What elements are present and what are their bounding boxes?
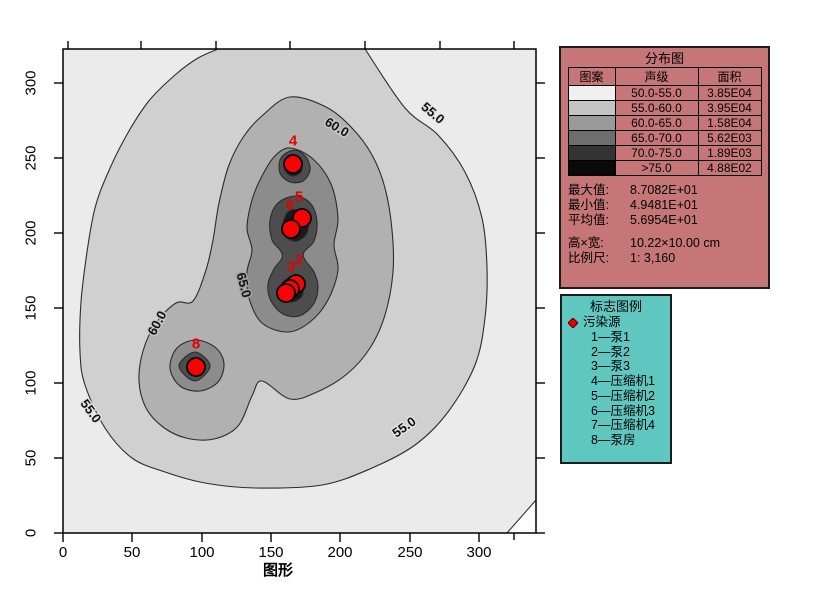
y-tick-label: 0 <box>23 529 40 537</box>
source-marker-6 <box>281 219 301 239</box>
sound-level-range: 65.0-70.0 <box>614 130 699 146</box>
source-number-label: 6 <box>286 197 294 214</box>
band-area: 4.88E02 <box>697 160 762 176</box>
legend-table-row: 60.0-65.0 1.58E04 <box>567 115 762 131</box>
source-number-label: 5 <box>295 189 303 206</box>
band-swatch <box>567 130 616 146</box>
source-number-label: 2 <box>295 252 303 269</box>
source-number-label: 4 <box>289 133 298 150</box>
stat-value: 1: 3,160 <box>630 251 676 265</box>
x-tick-label: 100 <box>189 544 214 561</box>
source-number-label: 3 <box>287 259 295 276</box>
pollution-source-group: 污染源 <box>562 315 670 330</box>
stat-row: 平均值: 5.6954E+01 <box>561 213 768 228</box>
y-tick-label: 200 <box>23 220 40 245</box>
stat-label: 最大值: <box>568 183 609 197</box>
x-tick-label: 300 <box>466 544 491 561</box>
column-header-sound-level: 声级 <box>614 67 699 86</box>
y-tick-label: 250 <box>23 145 40 170</box>
column-header-area: 面积 <box>697 67 762 86</box>
dimension-row: 比例尺: 1: 3,160 <box>561 251 768 266</box>
x-tick-label: 150 <box>258 544 283 561</box>
distribution-stats: 最大值: 8.7082E+01 最小值: 4.9481E+01 平均值: 5.6954E+… <box>561 183 768 228</box>
sound-level-range: 50.0-55.0 <box>614 85 699 101</box>
stat-row: 最小值: 4.9481E+01 <box>561 198 768 213</box>
x-axis-title: 图形 <box>263 561 293 579</box>
marker-legend-item: 2—泵2 <box>591 344 630 359</box>
legend-table-row: 65.0-70.0 5.62E03 <box>567 130 762 146</box>
stat-label: 平均值: <box>568 213 609 227</box>
band-swatch <box>567 100 616 116</box>
x-tick-label: 50 <box>124 544 141 561</box>
source-number-labels: 4 56 23 8 <box>192 133 303 353</box>
x-tick-labels: 0 50 100 150 200 250 300 <box>59 544 492 561</box>
sound-level-range: 55.0-60.0 <box>614 100 699 116</box>
stat-row: 最大值: 8.7082E+01 <box>561 183 768 198</box>
marker-legend-title: 标志图例 <box>589 299 642 314</box>
stat-label: 最小值: <box>568 198 609 212</box>
source-marker-4 <box>283 154 303 174</box>
band-area: 3.95E04 <box>697 100 762 116</box>
y-tick-label: 50 <box>23 450 40 467</box>
pollution-source-label: 污染源 <box>583 315 621 329</box>
diamond-icon <box>568 317 578 328</box>
band-area: 3.85E04 <box>697 85 762 101</box>
legend-table-row: 55.0-60.0 3.95E04 <box>567 100 762 116</box>
marker-legend-item: 7—压缩机4 <box>591 418 655 433</box>
source-markers <box>186 154 312 377</box>
stat-value: 4.9481E+01 <box>630 198 698 212</box>
y-tick-label: 150 <box>23 295 40 320</box>
band-swatch <box>567 160 616 176</box>
legend-table-row: 70.0-75.0 1.89E03 <box>567 145 762 161</box>
x-tick-label: 0 <box>59 544 67 561</box>
axis-ticks <box>54 41 545 542</box>
band-swatch <box>567 145 616 161</box>
axis-box <box>62 48 537 534</box>
contour-line-50 <box>506 499 536 533</box>
y-tick-label: 100 <box>23 370 40 395</box>
band-swatch <box>567 115 616 131</box>
band-area: 5.62E03 <box>697 130 762 146</box>
sound-level-range: 70.0-75.0 <box>614 145 699 161</box>
x-tick-label: 200 <box>327 544 352 561</box>
column-header-pattern: 图案 <box>567 67 616 86</box>
marker-legend-item: 8—泵房 <box>591 432 636 447</box>
band-area: 1.58E04 <box>697 115 762 131</box>
corner-cut-region <box>506 499 536 533</box>
source-number-label: 8 <box>192 336 200 353</box>
marker-legend-item: 3—泵3 <box>591 359 630 374</box>
sound-level-range: >75.0 <box>614 160 699 176</box>
sound-level-range: 60.0-65.0 <box>614 115 699 131</box>
distribution-legend-table: 图案 声级 面积 50.0-55.0 3.85E04 55.0-60.0 3.95E04 60… <box>567 67 762 176</box>
stat-value: 10.22×10.00 cm <box>630 236 720 250</box>
stat-value: 8.7082E+01 <box>630 183 698 197</box>
x-tick-label: 250 <box>397 544 422 561</box>
marker-legend-item: 4—压缩机1 <box>591 374 655 389</box>
source-marker-8 <box>186 357 206 377</box>
marker-legend-item: 1—泵1 <box>591 330 630 344</box>
marker-legend-item: 5—压缩机2 <box>591 388 655 403</box>
y-tick-labels: 0 50 100 150 200 250 300 <box>23 70 40 537</box>
stat-label: 比例尺: <box>568 251 609 265</box>
band-swatch <box>567 85 616 101</box>
legend-table-row: >75.0 4.88E02 <box>567 160 762 176</box>
marker-legend-panel: 标志图例 污染源 1—泵1 2—泵2 3—泵3 4—压缩机1 5—压缩机2 6—压缩机3 7… <box>560 294 672 464</box>
distribution-dimensions: 高×宽: 10.22×10.00 cm 比例尺: 1: 3,160 <box>561 236 768 266</box>
marker-legend-items: 1—泵1 2—泵2 3—泵3 4—压缩机1 5—压缩机2 6—压缩机3 7—压缩机4 8—泵房 <box>562 330 670 448</box>
distribution-legend-title: 分布图 <box>644 51 684 66</box>
stat-label: 高×宽: <box>568 236 604 250</box>
dimension-row: 高×宽: 10.22×10.00 cm <box>561 236 768 251</box>
marker-legend-item: 6—压缩机3 <box>591 403 655 418</box>
distribution-legend-panel: 分布图 图案 声级 面积 50.0-55.0 3.85E04 55.0-60.0 3.95E… <box>559 46 770 289</box>
source-marker-3 <box>276 283 296 303</box>
y-tick-label: 300 <box>23 70 40 95</box>
stat-value: 5.6954E+01 <box>630 213 698 227</box>
band-area: 1.89E03 <box>697 145 762 161</box>
legend-table-row: 50.0-55.0 3.85E04 <box>567 85 762 101</box>
